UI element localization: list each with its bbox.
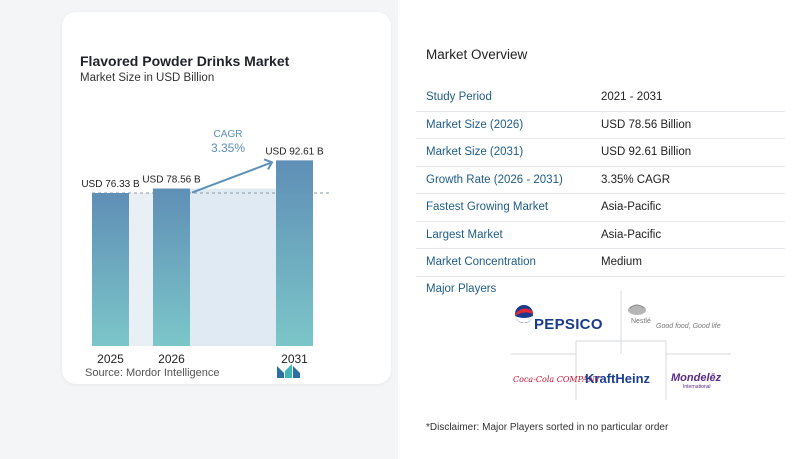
table-row: Fastest Growing Market Asia-Pacific bbox=[416, 193, 785, 222]
source-note: Source: Mordor Intelligence bbox=[85, 367, 220, 379]
table-row: Market Size (2026) USD 78.56 Billion bbox=[416, 111, 785, 139]
chart-subtitle: Market Size in USD Billion bbox=[80, 72, 215, 84]
row-value: USD 92.61 Billion bbox=[591, 138, 785, 167]
coca-cola-logo-text: Coca-Cola COMPANY bbox=[513, 375, 601, 384]
table-row: Largest Market Asia-Pacific bbox=[416, 221, 785, 249]
row-value: Medium bbox=[591, 248, 785, 277]
bar-2031 bbox=[276, 160, 313, 346]
table-row: Market Concentration Medium bbox=[416, 248, 785, 277]
overview-table: Study Period 2021 - 2031 Market Size (202… bbox=[416, 84, 785, 277]
cagr-label: CAGR bbox=[214, 129, 243, 140]
pepsico-globe-icon bbox=[515, 305, 533, 323]
overview-panel: Market Overview Study Period 2021 - 2031 … bbox=[398, 0, 800, 459]
mondelez-logo-subtext: International bbox=[683, 384, 711, 390]
row-value: Asia-Pacific bbox=[591, 193, 785, 222]
row-key: Largest Market bbox=[416, 221, 591, 249]
mondelez-logo-text: Mondelēz bbox=[671, 372, 722, 384]
x-tick-label: 2026 bbox=[158, 352, 185, 366]
row-key: Market Concentration bbox=[416, 248, 591, 277]
row-key: Market Size (2026) bbox=[416, 111, 591, 139]
pepsico-logo-text: PEPSICO bbox=[534, 316, 603, 333]
data-label: USD 78.56 B bbox=[142, 175, 201, 186]
chart-card: Flavored Powder Drinks Market Market Siz… bbox=[62, 12, 391, 384]
major-players-title: Major Players bbox=[426, 283, 497, 295]
cagr-value: 3.35% bbox=[211, 141, 245, 155]
table-row: Market Size (2031) USD 92.61 Billion bbox=[416, 138, 785, 167]
row-key: Fastest Growing Market bbox=[416, 193, 591, 222]
row-value: 2021 - 2031 bbox=[591, 84, 785, 112]
nestle-nest-icon bbox=[628, 304, 646, 315]
growth-shade bbox=[190, 188, 276, 346]
row-value: Asia-Pacific bbox=[591, 221, 785, 249]
x-tick-label: 2031 bbox=[281, 352, 308, 366]
bar-2026 bbox=[153, 188, 190, 346]
x-tick-label: 2025 bbox=[97, 352, 124, 366]
overview-title: Market Overview bbox=[426, 47, 528, 62]
cagr-arrow bbox=[191, 161, 273, 194]
table-row: Growth Rate (2026 - 2031) 3.35% CAGR bbox=[416, 166, 785, 194]
chart-title: Flavored Powder Drinks Market bbox=[80, 53, 290, 69]
nestle-tagline: Good food, Good life bbox=[656, 323, 721, 330]
row-key: Market Size (2031) bbox=[416, 138, 591, 167]
row-value: USD 78.56 Billion bbox=[591, 111, 785, 139]
bar-2025 bbox=[92, 193, 129, 346]
row-key: Study Period bbox=[416, 84, 591, 112]
nestle-logo-text: Nestlé bbox=[631, 318, 651, 325]
row-key: Growth Rate (2026 - 2031) bbox=[416, 166, 591, 194]
cagr-arrowhead bbox=[263, 158, 274, 170]
disclaimer: *Disclaimer: Major Players sorted in no … bbox=[426, 422, 669, 433]
row-value: 3.35% CAGR bbox=[591, 166, 785, 194]
data-label: USD 92.61 B bbox=[265, 146, 324, 157]
kraft-heinz-logo-text: KraftHeinz bbox=[585, 371, 651, 386]
bar-gap-shade bbox=[129, 193, 153, 346]
mordor-intelligence-logo-icon bbox=[277, 364, 300, 378]
players-grid bbox=[511, 291, 731, 400]
table-row: Study Period 2021 - 2031 bbox=[416, 84, 785, 112]
bar-chart: USD 76.33 B 2025 USD 78.56 B 2026 USD 92.61 … bbox=[81, 129, 329, 366]
data-label: USD 76.33 B bbox=[81, 179, 140, 190]
